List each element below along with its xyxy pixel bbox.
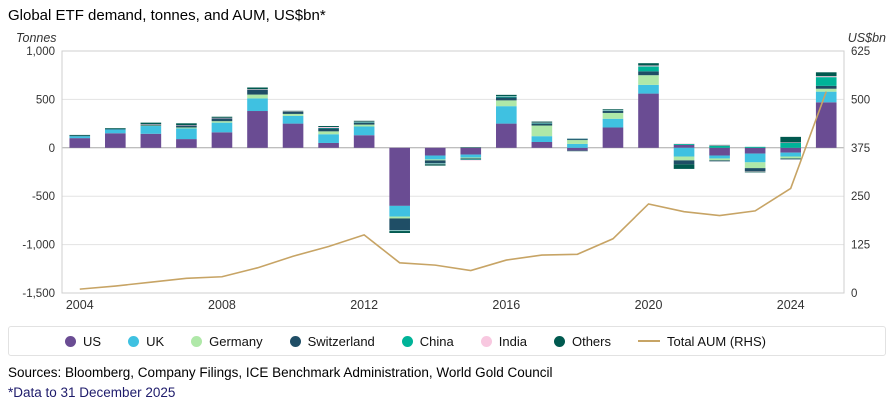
svg-text:2024: 2024 xyxy=(777,298,805,312)
legend-label: Others xyxy=(571,333,611,349)
legend-label: UK xyxy=(146,333,165,349)
legend-label: US xyxy=(83,333,102,349)
legend-color-dot xyxy=(65,335,76,347)
svg-text:0: 0 xyxy=(851,288,857,300)
gridlines xyxy=(62,50,844,294)
svg-text:2012: 2012 xyxy=(350,298,378,312)
legend-color-dot xyxy=(191,335,203,347)
etf-chart-svg: -1,500 -1,000 -500 0 500 1,000 0 125 250 375 500 62… xyxy=(22,46,870,312)
svg-text:375: 375 xyxy=(851,143,870,155)
svg-text:-500: -500 xyxy=(32,191,55,203)
legend-label: Total AUM (RHS) xyxy=(666,333,766,349)
legend-color-dot xyxy=(128,335,140,347)
legend-color-dot xyxy=(480,335,492,347)
legend-color-dot xyxy=(553,335,565,347)
svg-text:500: 500 xyxy=(851,94,870,106)
svg-text:625: 625 xyxy=(851,46,870,58)
legend-color-dot xyxy=(401,335,413,347)
left-axis-unit-label: Tonnes xyxy=(16,31,57,45)
legend-item-china: China xyxy=(401,333,454,349)
footnote-text: *Data to 31 December 2025 xyxy=(8,385,176,400)
right-axis-unit-label: US$bn xyxy=(847,31,886,45)
chart-legend: US UK Germany Switzerland China India Others To… xyxy=(8,326,886,356)
x-axis-ticks: 2004 2008 2012 2016 2020 2024 xyxy=(66,298,805,312)
legend-item-uk: UK xyxy=(128,334,164,349)
chart-title: Global ETF demand, tonnes, and AUM, US$b… xyxy=(8,7,326,24)
legend-label: Germany xyxy=(209,333,263,349)
svg-text:2004: 2004 xyxy=(66,298,94,312)
legend-item-switzerland: Switzerland xyxy=(289,333,375,349)
chart-area: -1,500 -1,000 -500 0 500 1,000 0 125 250 375 500 62… xyxy=(0,45,894,322)
aum-line xyxy=(79,91,827,290)
stacked-bars xyxy=(69,63,837,233)
legend-label: Switzerland xyxy=(307,333,375,349)
svg-text:-1,000: -1,000 xyxy=(22,240,55,252)
legend-line-marker xyxy=(637,340,660,342)
plot-border xyxy=(61,50,845,294)
sources-text: Sources: Bloomberg, Company Filings, ICE… xyxy=(8,365,553,380)
svg-text:250: 250 xyxy=(851,191,870,203)
right-axis-ticks: 0 125 250 375 500 625 xyxy=(851,46,870,300)
svg-text:2016: 2016 xyxy=(492,298,520,312)
svg-text:500: 500 xyxy=(36,94,55,106)
svg-text:1,000: 1,000 xyxy=(26,46,55,58)
legend-label: India xyxy=(498,333,527,349)
svg-text:0: 0 xyxy=(49,143,55,155)
legend-item-india: India xyxy=(480,333,527,349)
axis-units-row: Tonnes US$bn xyxy=(0,27,894,45)
legend-item-germany: Germany xyxy=(191,333,263,349)
left-axis-ticks: -1,500 -1,000 -500 0 500 1,000 xyxy=(22,46,55,300)
svg-text:2008: 2008 xyxy=(208,298,236,312)
svg-text:2020: 2020 xyxy=(635,298,663,312)
svg-text:125: 125 xyxy=(851,240,870,252)
legend-item-total-aum-rhs-: Total AUM (RHS) xyxy=(637,333,766,349)
legend-item-us: US xyxy=(65,334,101,349)
svg-text:-1,500: -1,500 xyxy=(22,288,55,300)
legend-item-others: Others xyxy=(553,333,611,349)
legend-label: China xyxy=(419,333,454,349)
legend-color-dot xyxy=(289,335,301,347)
